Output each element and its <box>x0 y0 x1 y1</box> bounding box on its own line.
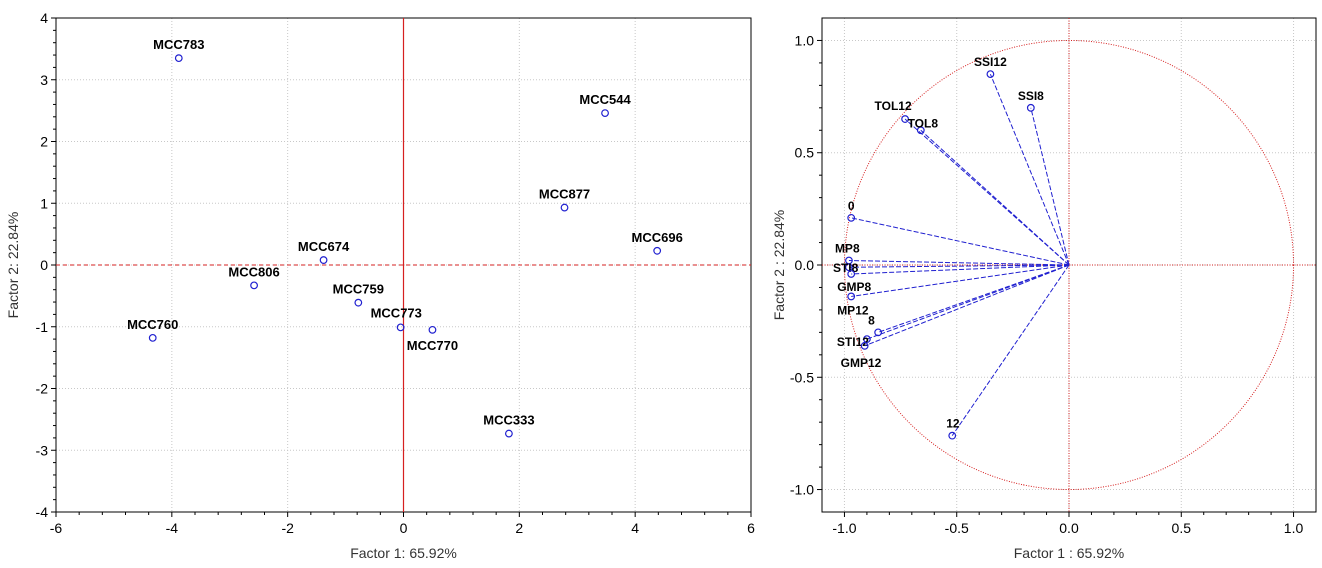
data-point <box>354 298 363 307</box>
loading-point <box>874 328 883 337</box>
loading-point <box>901 115 909 123</box>
loading-label: SSI8 <box>1018 89 1044 103</box>
data-label: MCC770 <box>407 338 458 353</box>
loading-vector <box>877 264 1070 333</box>
x-tick-label: -0.5 <box>945 520 969 536</box>
x-tick-label: 1.0 <box>1284 520 1304 536</box>
x-tick-label: 0 <box>400 520 408 536</box>
loading-vector <box>866 264 1070 340</box>
loading-point <box>845 263 853 272</box>
loading-point <box>847 292 856 301</box>
loading-label: 12 <box>946 417 960 431</box>
unit-circle <box>843 39 1295 491</box>
loading-point <box>860 341 869 350</box>
y-tick-label: 0.0 <box>795 257 815 273</box>
loading-label: TOL12 <box>875 99 912 113</box>
x-axis-label: Factor 1 : 65.92% <box>1014 545 1125 561</box>
data-label: MCC333 <box>483 413 534 428</box>
loading-point <box>847 270 856 278</box>
loading-plot: -1.0 -0.5 0.0 0.5 1.0 -1.0 -0.5 0.0 0.5 1.0 Factor… <box>771 17 1317 561</box>
data-label: MCC674 <box>298 239 350 254</box>
data-point <box>148 333 157 342</box>
data-point <box>174 54 183 63</box>
loading-vector <box>1030 107 1070 266</box>
data-label: MCC759 <box>333 282 384 297</box>
loading-label: MP12 <box>837 303 869 317</box>
x-tick-label: 0.5 <box>1172 520 1192 536</box>
y-tick-label: 4 <box>40 10 48 26</box>
x-tick-label: 0.0 <box>1059 520 1079 536</box>
loading-point <box>986 70 995 79</box>
x-tick-label: -2 <box>281 520 294 536</box>
y-tick-label: -3 <box>36 442 49 458</box>
y-tick-label: -2 <box>36 381 49 397</box>
data-label: MCC877 <box>539 187 590 202</box>
x-tick-label: 6 <box>747 520 755 536</box>
data-label: MCC806 <box>228 264 279 279</box>
loading-label: GMP12 <box>841 356 882 370</box>
loading-vector <box>848 260 1070 266</box>
loading-label: MP8 <box>835 242 860 256</box>
x-axis-label: Factor 1: 65.92% <box>350 545 457 561</box>
loading-vector <box>851 217 1070 266</box>
y-axis-label: Factor 2 : 22.84% <box>771 210 787 321</box>
loading-vector <box>851 264 1070 275</box>
data-point <box>396 323 405 332</box>
data-point <box>428 325 437 334</box>
y-tick-label: 2 <box>40 134 48 150</box>
loading-label: 0 <box>848 199 855 213</box>
loading-vector <box>920 129 1070 266</box>
loading-label: 8 <box>868 313 875 327</box>
y-tick-label: -1 <box>36 319 49 335</box>
y-tick-label: -0.5 <box>790 369 814 385</box>
loading-point <box>1026 103 1035 112</box>
loading-point <box>916 126 925 135</box>
loading-vector <box>851 264 1070 297</box>
data-point <box>250 281 258 290</box>
loading-vector <box>864 264 1070 347</box>
data-point <box>601 109 609 117</box>
loading-point <box>847 213 856 222</box>
data-point <box>560 203 569 212</box>
y-tick-label: 1 <box>40 195 48 211</box>
y-axis-label: Factor 2: 22.84% <box>5 212 21 319</box>
x-tick-label: -4 <box>166 520 179 536</box>
data-point <box>319 256 328 264</box>
loading-label: TOL8 <box>908 116 939 130</box>
y-tick-label: 1.0 <box>795 32 815 48</box>
loading-vector <box>989 73 1070 266</box>
x-tick-label: -6 <box>50 520 63 536</box>
data-label: MCC544 <box>579 92 631 107</box>
loading-point <box>863 335 871 344</box>
loading-label: SSI12 <box>974 55 1007 69</box>
data-label: MCC696 <box>632 230 683 245</box>
data-label: MCC760 <box>127 317 178 332</box>
data-point <box>505 429 513 438</box>
loading-label: GMP8 <box>837 280 871 294</box>
y-tick-label: 3 <box>40 72 48 88</box>
y-tick-label: -4 <box>36 504 49 520</box>
data-label: MCC773 <box>371 305 422 320</box>
loading-point <box>948 431 957 440</box>
loading-label: STI8 <box>833 261 859 275</box>
y-tick-label: 0 <box>40 257 48 273</box>
x-tick-label: 4 <box>631 520 639 536</box>
loading-vector <box>951 264 1070 436</box>
y-tick-label: -1.0 <box>790 482 814 498</box>
data-label: MCC783 <box>153 37 204 52</box>
loading-vector <box>848 264 1070 268</box>
x-tick-label: -1.0 <box>832 520 856 536</box>
y-tick-label: 0.5 <box>795 145 815 161</box>
data-point <box>653 246 662 255</box>
x-tick-label: 2 <box>515 520 523 536</box>
